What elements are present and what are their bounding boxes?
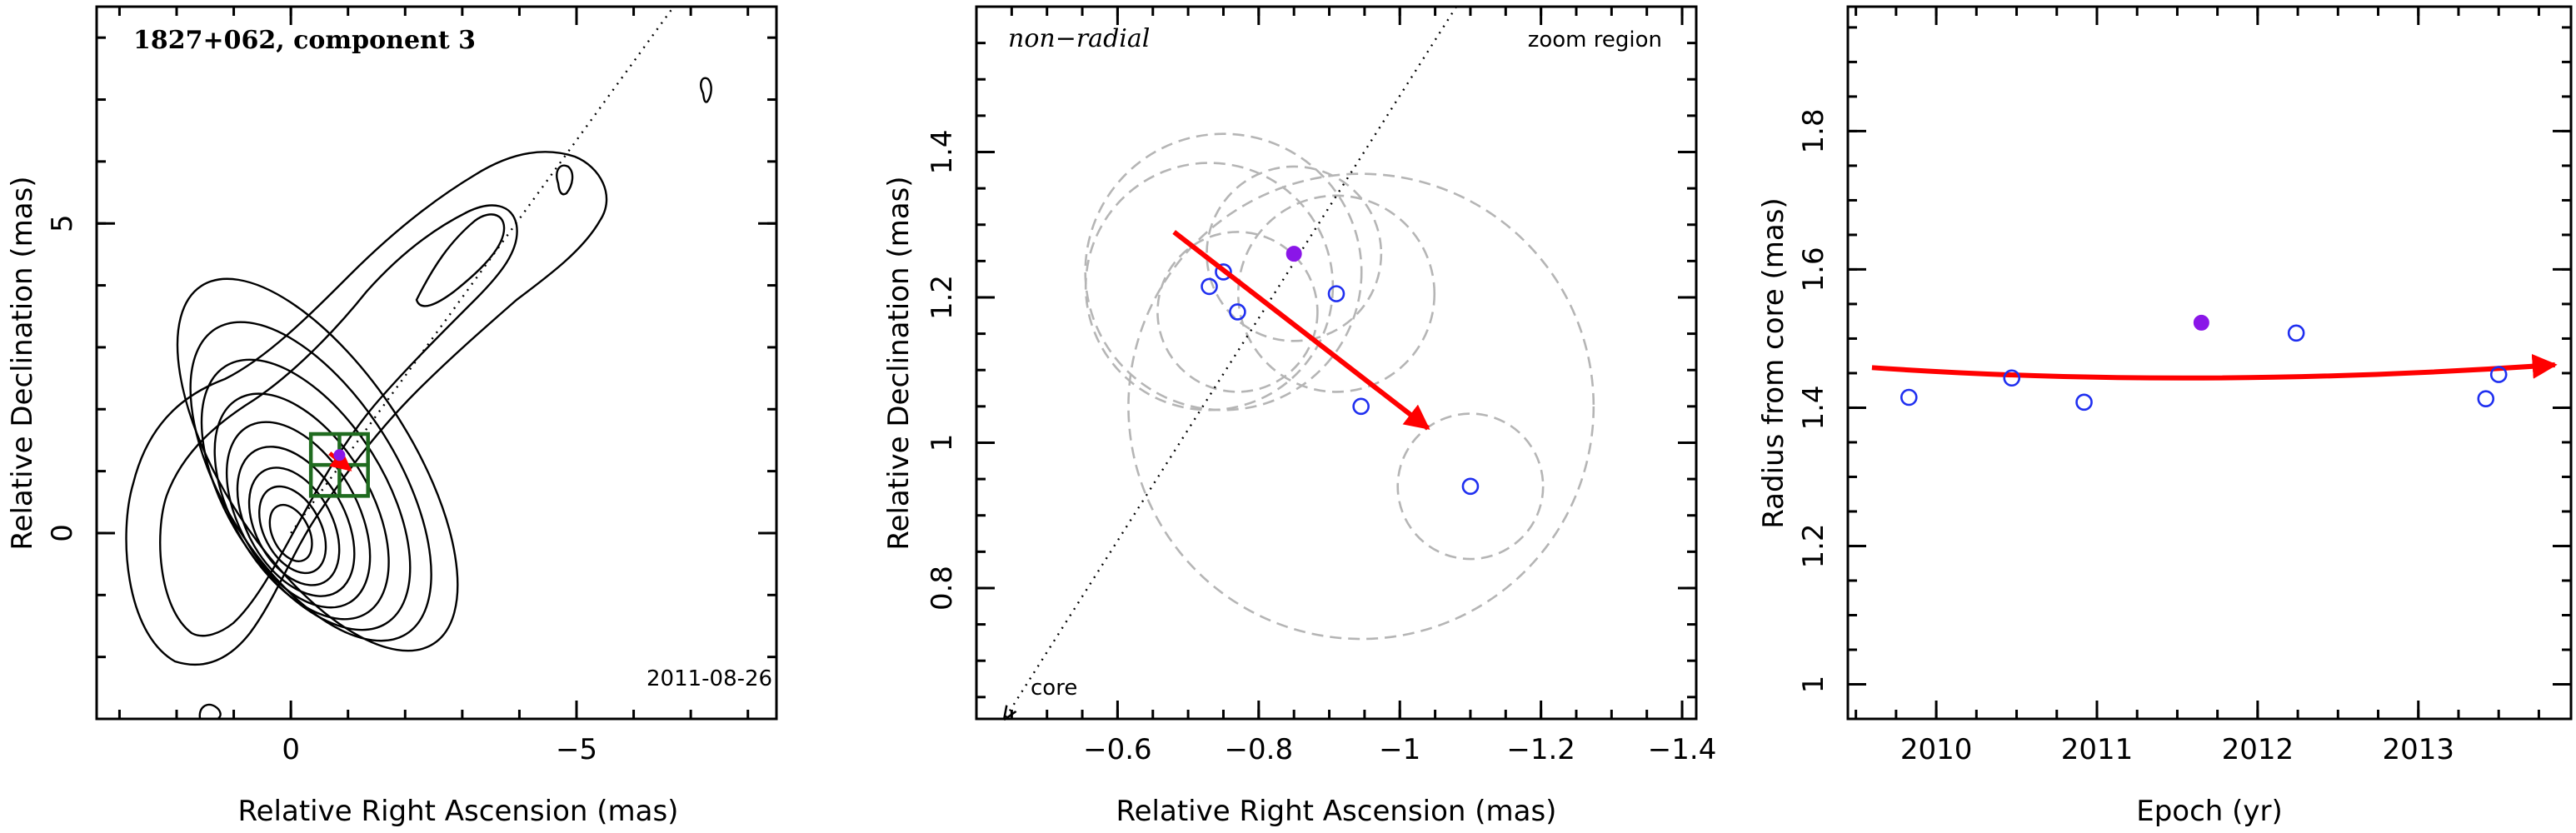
x-tick-label: −0.6 (1083, 733, 1152, 766)
y-tick-label: 1.4 (1797, 385, 1830, 430)
epoch-point (2489, 366, 2508, 383)
error-circle (1396, 412, 1545, 561)
x-tick-label: 0 (282, 733, 300, 766)
error-circle (1156, 231, 1319, 393)
zoom-panel: −0.6 −0.8 −1 −1.2 −1.40.811.21.4 non−radial … (882, 5, 1717, 828)
axis-ticks-3: 2010 2011 2012 2013 1 1.2 1.4 1.6 1.8 (1797, 7, 2571, 766)
y-tick-label: 1 (926, 434, 959, 452)
contour-level (189, 321, 432, 642)
epoch-point (2003, 369, 2021, 387)
y-tick-label: 1.4 (926, 129, 959, 174)
y-tick-label: 0 (46, 524, 79, 542)
error-circle (1236, 194, 1436, 393)
radius-epoch-panel: 2010 2011 2012 2013 1 1.2 1.4 1.6 1.8 Epoch (yr)… (1757, 5, 2573, 828)
plot-frame-2 (975, 5, 1698, 721)
y-axis-label-3: Radius from core (mas) (1757, 197, 1790, 528)
error-circle (1127, 172, 1595, 641)
epoch-point (2287, 324, 2305, 342)
contour-jet (159, 204, 518, 637)
contour-jet (700, 77, 712, 103)
motion-vector-small (328, 450, 352, 472)
error-circles (1084, 132, 1595, 641)
contour-map-panel: 0 −5 0 5 1827+062, component 3 2011-08-26 R… (6, 5, 778, 828)
x-tick-label: 2013 (2382, 733, 2454, 766)
epoch-point (1327, 285, 1345, 302)
epoch-point (2477, 390, 2495, 407)
zoom-region-label: zoom region (1528, 27, 1662, 52)
epoch-point (1900, 388, 1918, 407)
contour-edge (198, 703, 222, 720)
current-epoch-point (1286, 246, 1302, 262)
component-positions (1201, 246, 1480, 496)
fit-curve (1871, 353, 2558, 381)
plot-frame-1 (95, 5, 778, 721)
contour-level (258, 485, 327, 575)
current-epoch-point (2193, 314, 2209, 331)
error-circle (1084, 162, 1335, 412)
component-marker (333, 449, 346, 461)
y-tick-label: 1.8 (1797, 108, 1830, 153)
component-markers (328, 449, 352, 472)
epoch-point (1215, 263, 1232, 281)
y-tick-label: 1.6 (1797, 247, 1830, 292)
epoch-point (2075, 393, 2093, 412)
radius-points (1900, 314, 2508, 412)
x-axis-label-1: Relative Right Ascension (mas) (238, 795, 679, 828)
panel-title-2: non−radial (1008, 24, 1150, 53)
y-tick-label: 1.2 (926, 275, 959, 320)
y-tick-label: 5 (46, 214, 79, 232)
plot-frame-3 (1846, 5, 2573, 721)
epoch-point (1352, 397, 1370, 416)
contour-lines (125, 77, 712, 720)
x-tick-label: −1.2 (1506, 733, 1575, 766)
x-tick-label: −1 (1379, 733, 1420, 766)
contour-level (268, 503, 313, 562)
error-circle (1206, 165, 1383, 342)
x-tick-label: 2010 (1900, 733, 1973, 766)
x-tick-label: −0.8 (1225, 733, 1294, 766)
axis-ticks-1: 0 −5 0 5 (46, 7, 776, 766)
epoch-annotation: 2011-08-26 (646, 666, 772, 691)
y-tick-label: 1 (1797, 676, 1830, 694)
error-circle (1084, 132, 1363, 412)
x-axis-label-3: Epoch (yr) (2136, 795, 2283, 828)
panel-title: 1827+062, component 3 (133, 26, 476, 55)
x-tick-label: 2012 (2222, 733, 2294, 766)
line-to-core (1005, 6, 1458, 719)
axis-ticks-2: −0.6 −0.8 −1 −1.2 −1.4 0.8 1 1.2 1.4 (926, 5, 1717, 766)
y-tick-label: 0.8 (926, 566, 959, 611)
epoch-point (1229, 303, 1246, 321)
contour-jet (556, 164, 574, 196)
core-label: core (1031, 676, 1077, 701)
x-axis-label-2: Relative Right Ascension (mas) (1116, 795, 1557, 828)
epoch-point (1461, 477, 1480, 496)
x-tick-label: −1.4 (1648, 733, 1717, 766)
epoch-point (1201, 277, 1218, 296)
y-tick-label: 1.2 (1797, 523, 1830, 568)
motion-vector (1172, 230, 1430, 431)
contour-jet (125, 151, 608, 666)
y-axis-label-2: Relative Declination (mas) (882, 176, 916, 550)
jet-direction-line (290, 6, 675, 534)
x-tick-label: 2011 (2061, 733, 2134, 766)
contour-level (200, 358, 412, 631)
contour-jet (415, 213, 506, 307)
x-tick-label: −5 (556, 733, 597, 766)
y-axis-label-1: Relative Declination (mas) (6, 176, 39, 550)
